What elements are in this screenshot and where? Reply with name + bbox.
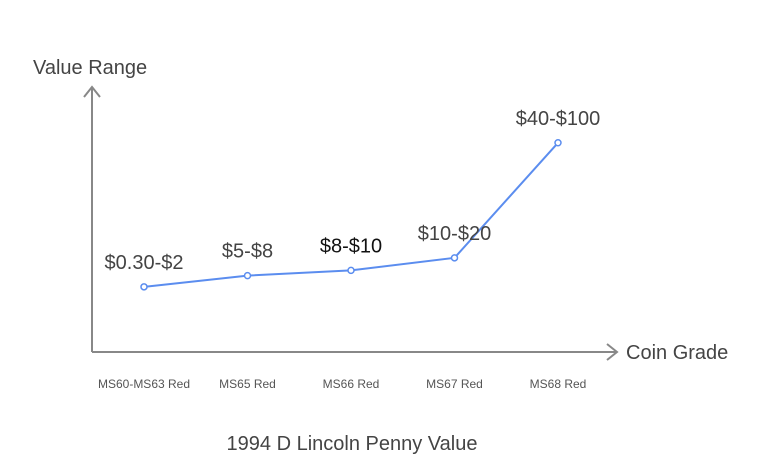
- x-tick-label: MS65 Red: [219, 377, 276, 391]
- series-group: $0.30-$2 $5-$8 $8-$10 $10-$20 $40-$100: [105, 108, 601, 291]
- series-line: [143, 142, 559, 288]
- axes: [83, 85, 619, 361]
- data-label: $40-$100: [516, 108, 601, 130]
- data-point: [140, 283, 148, 291]
- data-point: [347, 266, 355, 275]
- x-axis-arrow: [606, 343, 619, 361]
- data-label: $5-$8: [222, 241, 273, 263]
- x-axis-title: Coin Grade: [626, 342, 728, 364]
- data-label: $10-$20: [418, 223, 491, 245]
- x-tick-label: MS67 Red: [426, 377, 483, 391]
- data-point: [554, 139, 562, 147]
- x-tick-labels: MS60-MS63 Red MS65 Red MS66 Red MS67 Red MS6…: [98, 377, 586, 391]
- x-tick-label: MS60-MS63 Red: [98, 377, 190, 391]
- y-axis-arrow: [83, 85, 101, 98]
- data-label: $0.30-$2: [105, 252, 184, 274]
- data-label: $8-$10: [320, 235, 382, 257]
- data-point: [243, 271, 252, 280]
- x-tick-label: MS66 Red: [323, 377, 380, 391]
- x-tick-label: MS68 Red: [530, 377, 587, 391]
- chart-title: 1994 D Lincoln Penny Value: [227, 433, 478, 455]
- data-point: [450, 254, 459, 262]
- y-axis-title: Value Range: [33, 57, 147, 79]
